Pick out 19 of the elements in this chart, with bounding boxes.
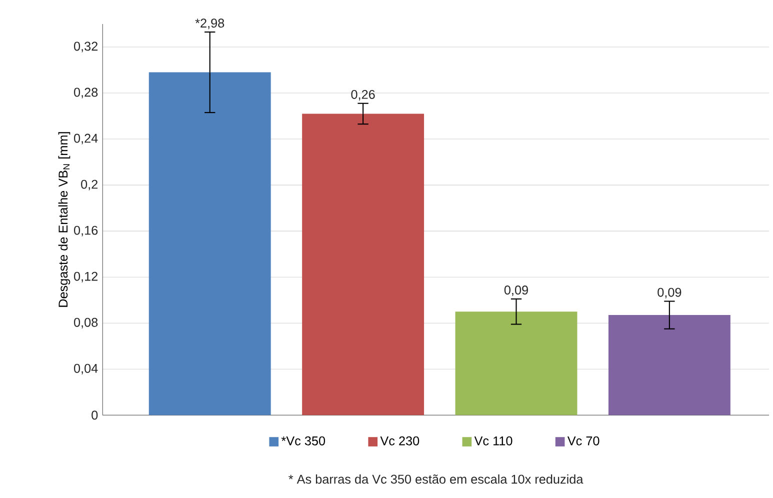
legend-label: *Vc 350 xyxy=(281,436,326,446)
annotation: *2,98 xyxy=(195,18,224,30)
y-axis-title: Desgaste de Entalhe VB$_{N}$ [mm] xyxy=(58,132,70,307)
y-tick-label: 0,08 xyxy=(74,318,98,328)
y-tick-label: 0,16 xyxy=(74,226,98,236)
y-tick-label: 0,2 xyxy=(81,180,98,190)
data-label: 0,09 xyxy=(504,286,528,296)
legend-label: Vc 70 xyxy=(567,436,600,446)
y-tick-label: 0,12 xyxy=(74,272,98,282)
y-tick-label: 0,24 xyxy=(74,134,98,144)
y-tick-label: 0,28 xyxy=(74,88,98,98)
y-tick-label: 0,04 xyxy=(74,364,98,374)
data-label: 0,09 xyxy=(658,288,682,298)
data-label: 0,26 xyxy=(351,90,375,101)
y-tick-label: 0 xyxy=(92,410,98,420)
legend-label: Vc 110 xyxy=(474,436,512,446)
legend-label: Vc 230 xyxy=(380,436,420,446)
y-tick-label: 0,32 xyxy=(74,42,98,52)
text: * As barras da Vc 350 estão em escala 10x reduzida xyxy=(288,474,584,484)
